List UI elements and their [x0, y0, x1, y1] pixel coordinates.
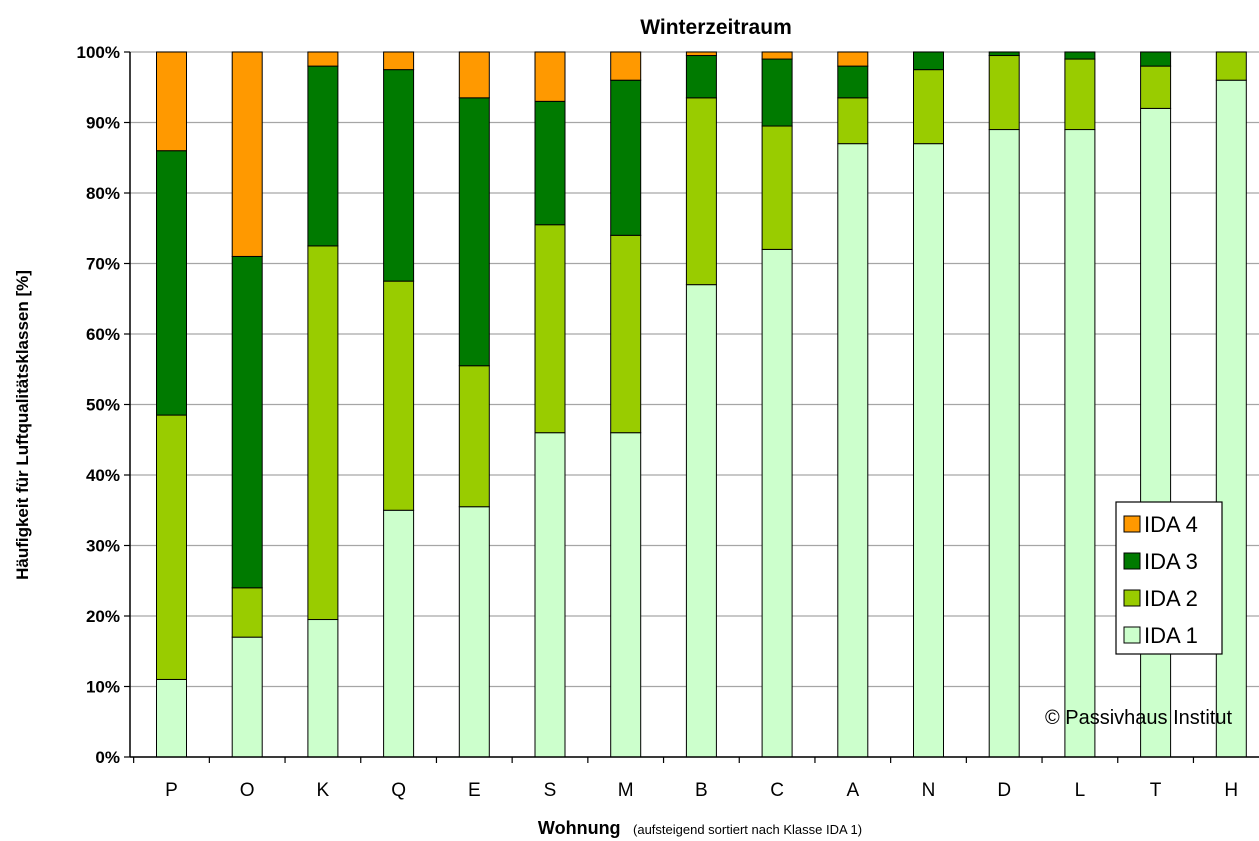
bar-segment-b-ida-2	[685, 97, 717, 286]
bar-segment-n-ida-2	[913, 69, 944, 145]
y-tick-label: 90%	[86, 114, 120, 133]
bar-segment-m-ida-2	[610, 234, 642, 434]
bar-segment-s-ida-1	[534, 432, 566, 758]
bar-segment-k-ida-4	[307, 51, 339, 67]
bar-segment-q-ida-2	[383, 280, 415, 511]
legend-label: IDA 4	[1144, 512, 1198, 537]
bar-segment-t-ida-2	[1140, 65, 1172, 109]
bar-segment-a-ida-3	[837, 65, 869, 99]
bar-segment-s-ida-2	[534, 224, 566, 434]
bar-segment-k-ida-2	[307, 245, 339, 621]
bar-segment-q-ida-1	[383, 509, 415, 758]
y-axis-label: Häufigkeit für Luftqualitätsklassen [%]	[13, 270, 32, 580]
x-tick-label: P	[165, 780, 178, 801]
chart-title: Winterzeitraum	[640, 16, 792, 39]
bar-segment-c-ida-2	[761, 125, 793, 250]
x-tick-label: H	[1224, 780, 1238, 801]
bar-segment-n-ida-1	[913, 143, 944, 758]
legend-swatch	[1123, 589, 1141, 607]
legend-label: IDA 1	[1144, 623, 1198, 648]
bar-segment-e-ida-1	[458, 506, 490, 758]
y-tick-label: 0%	[95, 748, 120, 767]
bar-segment-q-ida-4	[383, 51, 415, 71]
y-axis: 0% 10% 20% 30% 40% 50% 60% 70% 80% 90% 100%	[77, 43, 131, 767]
bar-segment-h-ida-2	[1215, 51, 1247, 81]
bar-segment-p-ida-3	[156, 150, 187, 416]
y-tick-label: 20%	[86, 607, 120, 626]
bar-segment-a-ida-4	[837, 51, 869, 67]
bar-segment-d-ida-2	[988, 55, 1020, 131]
x-tick-label: K	[317, 780, 330, 801]
y-tick-label: 100%	[77, 43, 120, 62]
x-tick-label: S	[544, 780, 557, 801]
bar-segment-d-ida-3	[988, 51, 1020, 57]
x-tick-label: B	[695, 780, 708, 801]
x-tick-label: Q	[391, 780, 406, 801]
x-tick-label: L	[1075, 780, 1086, 801]
bar-segment-b-ida-3	[685, 55, 717, 99]
bar-segment-s-ida-4	[534, 51, 566, 102]
bar-segment-c-ida-3	[761, 58, 793, 127]
bar-segment-e-ida-2	[458, 365, 490, 508]
bar-segment-b-ida-1	[685, 284, 717, 758]
bar-segment-p-ida-4	[156, 51, 187, 152]
y-tick-label: 30%	[86, 537, 120, 556]
y-tick-label: 60%	[86, 325, 120, 344]
bar-segment-p-ida-1	[156, 678, 187, 758]
bar-segment-p-ida-2	[156, 414, 187, 680]
x-tick-label: E	[468, 780, 481, 801]
bar-segment-a-ida-2	[837, 97, 869, 145]
bar-segment-k-ida-1	[307, 619, 339, 758]
x-tick-label: T	[1150, 780, 1162, 801]
bar-segment-h-ida-1	[1215, 79, 1247, 758]
legend-label: IDA 2	[1144, 586, 1198, 611]
bar-segment-t-ida-1	[1140, 107, 1172, 758]
x-tick-label: A	[846, 780, 859, 801]
y-tick-label: 50%	[86, 396, 120, 415]
bar-segment-b-ida-4	[685, 51, 717, 57]
x-tick-label: C	[770, 780, 784, 801]
bar-segment-o-ida-4	[231, 51, 263, 257]
bar-segment-o-ida-3	[231, 255, 263, 589]
copyright-notice: © Passivhaus Institut	[1045, 707, 1232, 729]
legend-label: IDA 3	[1144, 549, 1198, 574]
bar-segment-m-ida-3	[610, 79, 642, 236]
bar-segment-m-ida-1	[610, 432, 642, 758]
bar-segment-m-ida-4	[610, 51, 642, 81]
bar-segment-n-ida-3	[913, 51, 944, 71]
bar-segment-c-ida-4	[761, 51, 793, 60]
bars	[156, 51, 1247, 758]
bar-segment-e-ida-3	[458, 97, 490, 367]
y-tick-label: 80%	[86, 184, 120, 203]
x-tick-label: N	[922, 780, 936, 801]
bar-segment-o-ida-1	[231, 636, 263, 758]
bar-segment-c-ida-1	[761, 248, 793, 758]
x-tick-label: D	[997, 780, 1011, 801]
bar-segment-k-ida-3	[307, 65, 339, 247]
x-axis-note: (aufsteigend sortiert nach Klasse IDA 1)	[633, 822, 862, 837]
bar-segment-e-ida-4	[458, 51, 490, 99]
bar-segment-o-ida-2	[231, 587, 263, 638]
bar-segment-a-ida-1	[837, 143, 869, 758]
y-tick-label: 70%	[86, 255, 120, 274]
legend: IDA 4 IDA 3 IDA 2 IDA 1	[1115, 501, 1223, 655]
y-tick-label: 40%	[86, 466, 120, 485]
x-axis-title: Wohnung (aufsteigend sortiert nach Klass…	[538, 818, 862, 838]
bar-segment-q-ida-3	[383, 69, 415, 282]
y-tick-label: 10%	[86, 678, 120, 697]
bar-segment-l-ida-2	[1064, 58, 1096, 131]
bar-segment-t-ida-3	[1140, 51, 1172, 67]
x-tick-label: M	[618, 780, 634, 801]
bar-segment-s-ida-3	[534, 100, 566, 226]
x-tick-label: O	[240, 780, 255, 801]
legend-swatch	[1123, 515, 1141, 533]
bar-segment-l-ida-3	[1064, 51, 1096, 60]
x-axis-label: Wohnung	[538, 818, 621, 838]
legend-swatch	[1123, 626, 1141, 644]
legend-swatch	[1123, 552, 1141, 570]
bar-segment-l-ida-1	[1064, 129, 1096, 758]
bar-segment-d-ida-1	[988, 129, 1020, 758]
